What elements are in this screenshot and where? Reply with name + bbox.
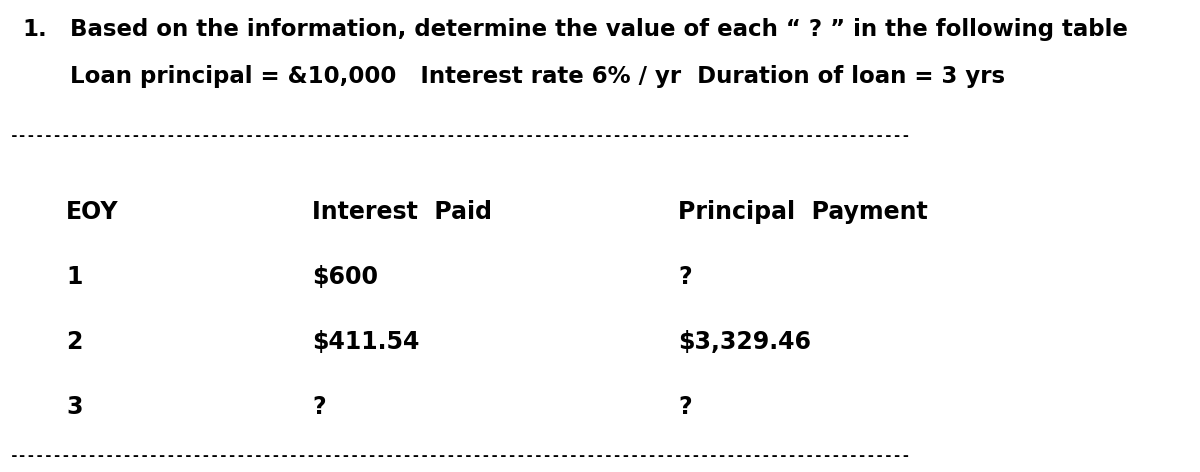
Text: --------------------------------------------------------------------------------: ----------------------------------------…: [10, 448, 911, 463]
Text: 1.: 1.: [22, 18, 47, 41]
Text: 2: 2: [66, 330, 83, 354]
Text: Principal  Payment: Principal Payment: [678, 200, 928, 224]
Text: Loan principal = &10,000   Interest rate 6% / yr  Duration of loan = 3 yrs: Loan principal = &10,000 Interest rate 6…: [70, 65, 1006, 88]
Text: $411.54: $411.54: [312, 330, 419, 354]
Text: Interest  Paid: Interest Paid: [312, 200, 492, 224]
Text: 3: 3: [66, 395, 83, 419]
Text: $3,329.46: $3,329.46: [678, 330, 811, 354]
Text: EOY: EOY: [66, 200, 119, 224]
Text: ?: ?: [678, 265, 691, 289]
Text: 1: 1: [66, 265, 83, 289]
Text: --------------------------------------------------------------------------------: ----------------------------------------…: [10, 128, 911, 143]
Text: Based on the information, determine the value of each “ ? ” in the following tab: Based on the information, determine the …: [70, 18, 1128, 41]
Text: ?: ?: [312, 395, 325, 419]
Text: $600: $600: [312, 265, 378, 289]
Text: ?: ?: [678, 395, 691, 419]
